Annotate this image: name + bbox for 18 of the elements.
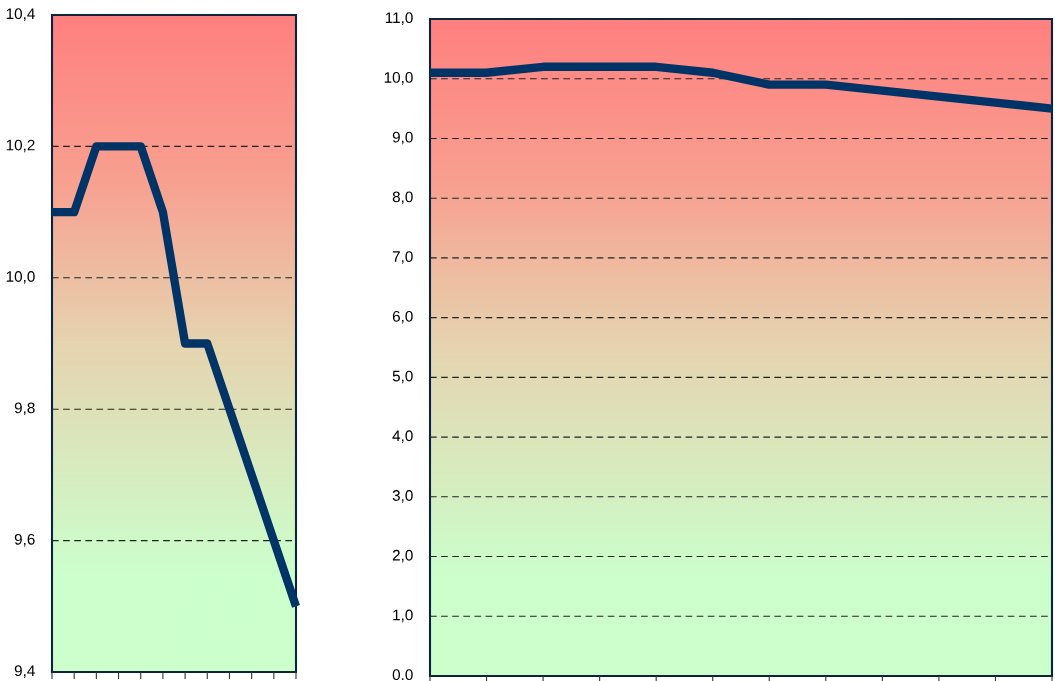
y-tick-label: 8,0 [392, 191, 413, 205]
y-tick-label: 2,0 [392, 549, 413, 563]
y-tick-label: 3,0 [392, 490, 413, 503]
y-tick-label: 10,2 [6, 139, 35, 153]
y-tick-label: 9,4 [14, 665, 35, 678]
y-tick-label: 7,0 [392, 251, 413, 264]
y-tick-label: 11,0 [385, 12, 413, 25]
y-tick-label: 10,0 [6, 271, 35, 284]
y-tick-label: 9,8 [14, 402, 35, 416]
y-tick-label: 4,0 [392, 430, 413, 443]
y-tick-label: 10,0 [384, 72, 413, 85]
y-tick-label: 0.0 [392, 669, 413, 681]
y-tick-label: 9,6 [14, 533, 35, 547]
y-tick-label: 10,4 [6, 8, 35, 21]
y-tick-label: 9,0 [392, 131, 413, 145]
y-tick-label: 5,0 [392, 370, 413, 384]
y-tick-label: 6,0 [392, 310, 413, 324]
y-tick-label: 1,0 [393, 609, 413, 623]
